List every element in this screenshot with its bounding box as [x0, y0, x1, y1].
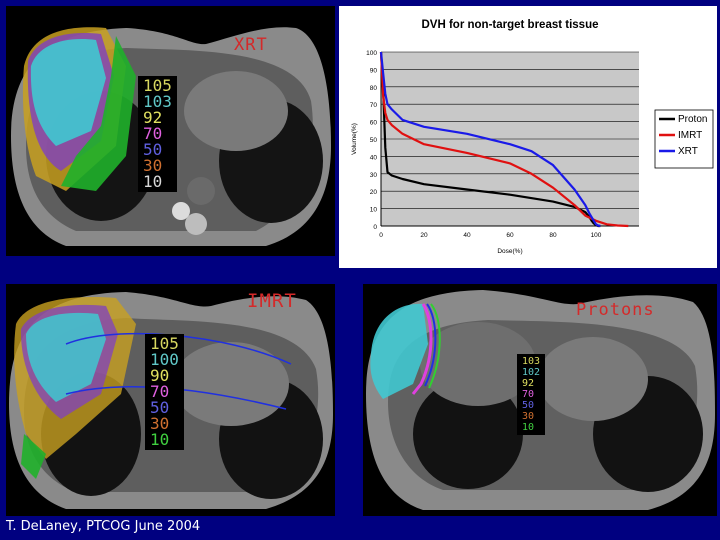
y-tick-label: 70	[370, 102, 378, 109]
x-tick-label: 60	[506, 232, 514, 239]
isodose-label: 103	[143, 92, 172, 111]
isodose-label: 50	[150, 398, 170, 417]
x-tick-label: 80	[549, 232, 557, 239]
isodose-label: 92	[522, 378, 535, 389]
protons-ct-panel: Protons 103 102 92 70 50 30 10	[363, 284, 717, 516]
x-tick-label: 0	[379, 232, 383, 239]
y-tick-label: 20	[370, 189, 378, 196]
isodose-label: 30	[522, 411, 535, 422]
legend-label: IMRT	[678, 130, 702, 141]
isodose-label: 92	[143, 108, 163, 127]
isodose-label: 30	[143, 156, 163, 175]
x-tick-label: 20	[420, 232, 428, 239]
x-tick-label: 100	[591, 232, 602, 239]
legend-label: XRT	[678, 146, 698, 157]
isodose-label: 103	[522, 356, 541, 367]
isodose-label: 50	[522, 400, 535, 411]
y-tick-label: 50	[370, 137, 378, 144]
protons-isodose-legend: 103 102 92 70 50 30 10	[517, 354, 546, 435]
series-line-imrt	[379, 51, 629, 228]
legend-label: Proton	[678, 114, 707, 125]
isodose-label: 102	[522, 367, 541, 378]
chart-title: DVH for non-target breast tissue	[422, 19, 599, 31]
imrt-label: IMRT	[247, 290, 297, 312]
y-tick-label: 80	[370, 85, 378, 92]
isodose-label: 105	[150, 334, 179, 353]
y-tick-label: 10	[370, 207, 378, 214]
y-tick-label: 0	[373, 224, 377, 231]
x-axis-label: Dose(%)	[497, 248, 522, 255]
y-tick-label: 100	[366, 50, 377, 57]
y-tick-label: 60	[370, 120, 378, 127]
isodose-label: 90	[150, 366, 170, 385]
y-axis-label: Volume(%)	[351, 123, 358, 155]
xrt-ct-panel: XRT 105 103 92 70 50 30 10	[6, 6, 335, 256]
isodose-label: 10	[522, 422, 535, 433]
isodose-label: 70	[143, 124, 163, 143]
dvh-chart: 0 10 20 30 40 50 60 70 80 90 100 0 20 40 60 80 100 DVH fo…	[351, 19, 714, 255]
isodose-label: 10	[150, 430, 170, 449]
xrt-isodose-legend: 105 103 92 70 50 30 10	[138, 76, 177, 192]
isodose-label: 70	[150, 382, 170, 401]
isodose-label: 10	[143, 172, 163, 191]
imrt-isodose-legend: 105 100 90 70 50 30 10	[145, 334, 184, 450]
dvh-chart-panel: 0 10 20 30 40 50 60 70 80 90 100 0 20 40 60 80 100 DVH fo…	[339, 6, 717, 268]
series-line-proton	[379, 51, 601, 228]
isodose-label: 70	[522, 389, 535, 400]
imrt-ct-panel: IMRT 105 100 90 70 50 30 10	[6, 284, 335, 516]
isodose-label: 30	[150, 414, 170, 433]
isodose-label: 105	[143, 76, 172, 95]
isodose-label: 50	[143, 140, 163, 159]
y-tick-label: 40	[370, 154, 378, 161]
y-tick-label: 90	[370, 67, 378, 74]
y-tick-label: 30	[370, 172, 378, 179]
series-line-xrt	[379, 51, 601, 228]
protons-label: Protons	[576, 300, 655, 320]
footer-credit: T. DeLaney, PTCOG June 2004	[6, 519, 201, 534]
isodose-label: 100	[150, 350, 179, 369]
xrt-label: XRT	[234, 35, 268, 55]
x-tick-label: 40	[463, 232, 471, 239]
